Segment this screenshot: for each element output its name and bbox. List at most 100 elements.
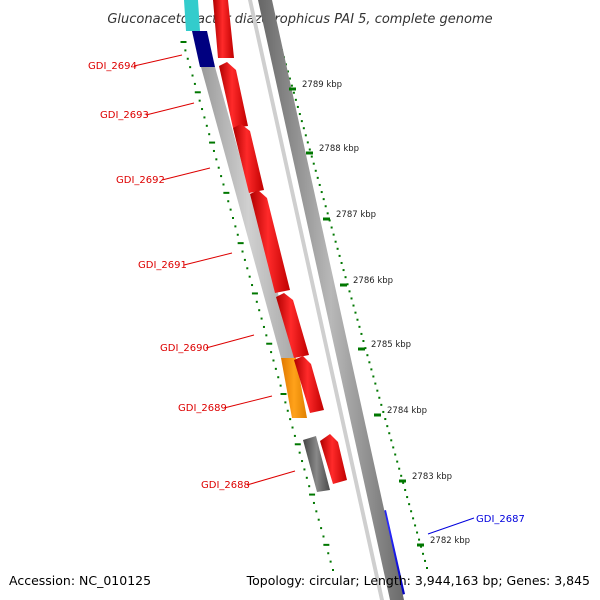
outer-tick-dot <box>370 368 373 371</box>
gene-leader-line-gdi-2689 <box>223 395 273 409</box>
inner-tick-dot <box>274 367 277 370</box>
outer-tick-dot <box>376 389 379 392</box>
gene-label-gdi-2690[interactable]: GDI_2690 <box>160 343 209 354</box>
scale-tick-mark <box>289 87 296 91</box>
gene-gdi-2688-feature[interactable] <box>303 436 330 492</box>
scale-tick-mark <box>340 283 347 287</box>
outer-tick-dot <box>310 155 313 158</box>
outer-tick-dot <box>312 162 315 165</box>
inner-tick-dot <box>201 108 204 111</box>
gene-label-gdi-2692[interactable]: GDI_2692 <box>116 175 165 186</box>
genome-backbone <box>258 0 404 600</box>
scale-tick-label: 2782 kbp <box>430 536 470 546</box>
inner-tick-dot <box>248 275 251 278</box>
upstream-cyan-feature <box>184 0 200 31</box>
inner-tick-dots <box>180 41 334 571</box>
outer-tick-dot <box>336 247 339 250</box>
inner-tick-dot <box>289 418 292 421</box>
forward-gene-6[interactable] <box>294 356 324 413</box>
outer-tick-dot <box>302 127 305 130</box>
forward-gene-5[interactable] <box>276 293 309 358</box>
inner-tick-dot <box>258 309 261 312</box>
outer-tick-dot <box>334 240 337 243</box>
outer-tick-dot <box>290 84 293 87</box>
inner-tick-dot <box>205 124 208 127</box>
outer-tick-dot <box>402 481 405 484</box>
forward-gene-7[interactable] <box>320 434 347 484</box>
scale-tick-label: 2787 kbp <box>336 210 376 220</box>
inner-tick-dot <box>246 267 249 270</box>
forward-strand-features <box>213 0 347 484</box>
outer-tick-dots <box>277 35 428 569</box>
outer-tick-dot <box>344 276 347 279</box>
inner-tick-dot <box>332 569 334 571</box>
inner-tick-dot <box>251 284 254 287</box>
outer-tick-dot <box>408 503 411 506</box>
outer-tick-dot <box>382 410 385 413</box>
backbone-edge <box>248 0 384 600</box>
outer-tick-dot <box>360 332 363 335</box>
forward-gene-1[interactable] <box>213 0 234 58</box>
inner-tick-dot <box>329 560 332 563</box>
outer-tick-dot <box>332 233 335 236</box>
inner-tick-dot <box>280 393 287 395</box>
outer-tick-dot <box>306 141 309 144</box>
inner-tick-dot <box>193 82 196 85</box>
inner-tick-dot <box>222 183 225 186</box>
inner-tick-dot <box>312 501 315 504</box>
inner-tick-dot <box>223 191 230 194</box>
scale-tick-mark <box>374 413 381 417</box>
forward-gene-3[interactable] <box>233 124 264 193</box>
map-title: Gluconacetobacter diazotrophicus PAI 5, … <box>107 12 492 27</box>
gene-leader-line-gdi-2688 <box>246 470 296 486</box>
inner-tick-dot <box>317 518 320 521</box>
outer-tick-dot <box>418 538 421 541</box>
outer-tick-dot <box>342 269 345 272</box>
inner-tick-dot <box>291 426 294 429</box>
gene-gdi-2694-feature[interactable] <box>192 31 215 67</box>
outer-tick-dot <box>326 212 329 215</box>
outer-tick-dot <box>292 91 295 94</box>
outer-tick-dot <box>322 198 325 201</box>
outer-tick-dot <box>392 446 395 449</box>
outer-tick-dot <box>324 205 327 208</box>
scale-tick-label: 2789 kbp <box>302 80 342 90</box>
scale-tick-label: 2783 kbp <box>412 472 452 482</box>
inner-tick-dot <box>217 166 220 169</box>
gene-label-gdi-2691[interactable]: GDI_2691 <box>138 260 187 271</box>
inner-tick-dot <box>265 334 268 337</box>
gene-label-gdi-2689[interactable]: GDI_2689 <box>178 403 227 414</box>
inner-tick-dot <box>262 325 265 328</box>
inner-tick-dot <box>301 460 304 463</box>
inner-tick-dot <box>286 409 289 412</box>
inner-tick-dot <box>208 133 211 136</box>
gene-gdi-2689-feature[interactable] <box>281 358 307 418</box>
inner-tick-dot <box>298 451 301 454</box>
gene-label-gdi-2687[interactable]: GDI_2687 <box>476 514 525 525</box>
inner-tick-dot <box>234 225 237 228</box>
gene-leader-line-gdi-2690 <box>205 334 255 349</box>
gene-label-gdi-2688[interactable]: GDI_2688 <box>201 480 250 491</box>
outer-tick-dot <box>414 524 417 527</box>
forward-gene-2[interactable] <box>219 62 248 128</box>
inner-tick-dot <box>284 401 287 404</box>
inner-tick-dot <box>203 116 206 119</box>
inner-tick-dot <box>293 434 296 437</box>
outer-tick-dot <box>318 183 321 186</box>
inner-tick-dot <box>191 74 194 77</box>
outer-tick-dot <box>412 517 415 520</box>
gene-label-gdi-2693[interactable]: GDI_2693 <box>100 110 149 121</box>
gene-label-gdi-2694[interactable]: GDI_2694 <box>88 61 137 72</box>
outer-tick-dot <box>404 488 407 491</box>
scale-tick-mark <box>323 217 330 221</box>
inner-tick-dot <box>232 217 234 219</box>
inner-tick-dot <box>209 141 216 144</box>
outer-tick-dot <box>396 460 399 463</box>
inner-tick-dot <box>266 342 273 345</box>
forward-gene-4[interactable] <box>250 190 290 293</box>
gene-gdi-2693-to-2690-feature[interactable] <box>201 67 296 358</box>
inner-tick-dot <box>180 41 187 43</box>
inner-tick-dot <box>320 527 323 530</box>
scale-tick-label: 2784 kbp <box>387 406 427 416</box>
